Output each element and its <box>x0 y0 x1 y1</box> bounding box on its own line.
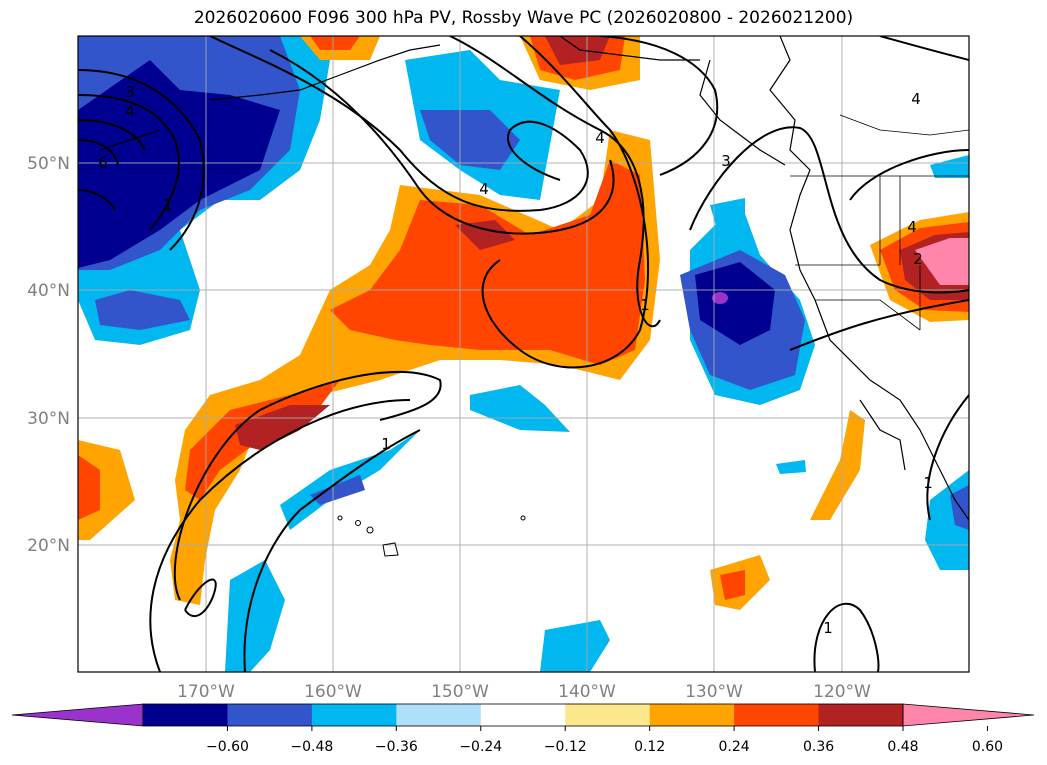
lon-label: 120°W <box>813 682 871 702</box>
lon-label: 150°W <box>431 682 489 702</box>
contour-label: 4 <box>595 129 605 147</box>
colorbar-tick-label: 0.36 <box>803 739 834 755</box>
colorbar: −0.60 −0.48 −0.36 −0.24 −0.12 0.12 0.24 0.36 0.4… <box>11 703 1035 755</box>
latitude-labels: 50°N 40°N 30°N 20°N <box>27 154 70 556</box>
colorbar-tick-label: −0.12 <box>544 739 587 755</box>
colorbar-segment <box>143 704 228 726</box>
lon-label: 170°W <box>177 682 235 702</box>
colorbar-frame <box>142 703 904 727</box>
colorbar-tick-label: 0.24 <box>719 739 750 755</box>
map-title: 2026020600 F096 300 hPa PV, Rossby Wave … <box>193 8 854 28</box>
contour-label: 3 <box>721 152 731 170</box>
contour-label: 2 <box>913 250 923 268</box>
lat-label: 50°N <box>27 154 70 174</box>
lon-label: 130°W <box>685 682 743 702</box>
pv-shading <box>78 36 969 672</box>
contour-label: 4 <box>125 102 135 120</box>
colorbar-segment <box>227 704 313 726</box>
contour-label: 1 <box>823 619 833 637</box>
hawaii-islands <box>337 515 526 557</box>
contour-labels: 3 4 6 1 4 4 3 4 1 1 2 4 1 1 <box>98 83 933 637</box>
colorbar-segment <box>734 704 820 726</box>
map-gridlines <box>78 36 969 672</box>
state-borders <box>790 114 969 331</box>
colorbar-tick-label: 0.60 <box>972 739 1003 755</box>
colorbar-segment <box>311 704 397 726</box>
contour-label: 1 <box>640 296 650 314</box>
contour-label: 4 <box>911 90 921 108</box>
pv-contours <box>78 36 969 672</box>
colorbar-segment <box>480 704 566 726</box>
colorbar-segment <box>818 704 904 726</box>
colorbar-min-extend <box>11 703 144 727</box>
lon-label: 140°W <box>558 682 616 702</box>
colorbar-max-extend <box>902 703 1035 727</box>
contour-label: 6 <box>98 154 108 172</box>
contour-label: 1 <box>163 196 173 214</box>
colorbar-segment <box>565 704 651 726</box>
contour-label: 1 <box>381 435 391 453</box>
lat-label: 40°N <box>27 281 70 301</box>
longitude-labels: 170°W 160°W 150°W 140°W 130°W 120°W <box>177 682 871 702</box>
colorbar-tick-label: −0.60 <box>206 739 249 755</box>
contour-label: 4 <box>479 180 489 198</box>
colorbar-tick-label: −0.48 <box>290 739 333 755</box>
lat-label: 30°N <box>27 409 70 429</box>
colorbar-tick-label: 0.48 <box>887 739 918 755</box>
contour-label: 3 <box>125 83 135 101</box>
map-frame <box>77 35 970 673</box>
contour-label: 1 <box>923 474 933 492</box>
contour-label: 4 <box>907 218 917 236</box>
colorbar-tick-label: 0.12 <box>634 739 665 755</box>
lat-label: 20°N <box>27 536 70 556</box>
colorbar-tick-label: −0.36 <box>375 739 418 755</box>
coastlines <box>99 36 969 521</box>
lon-label: 160°W <box>304 682 362 702</box>
colorbar-segment <box>649 704 735 726</box>
map-plot-area: 3 4 6 1 4 4 3 4 1 1 2 4 1 1 <box>78 36 969 672</box>
colorbar-tick-label: −0.24 <box>459 739 502 755</box>
colorbar-segment <box>396 704 482 726</box>
